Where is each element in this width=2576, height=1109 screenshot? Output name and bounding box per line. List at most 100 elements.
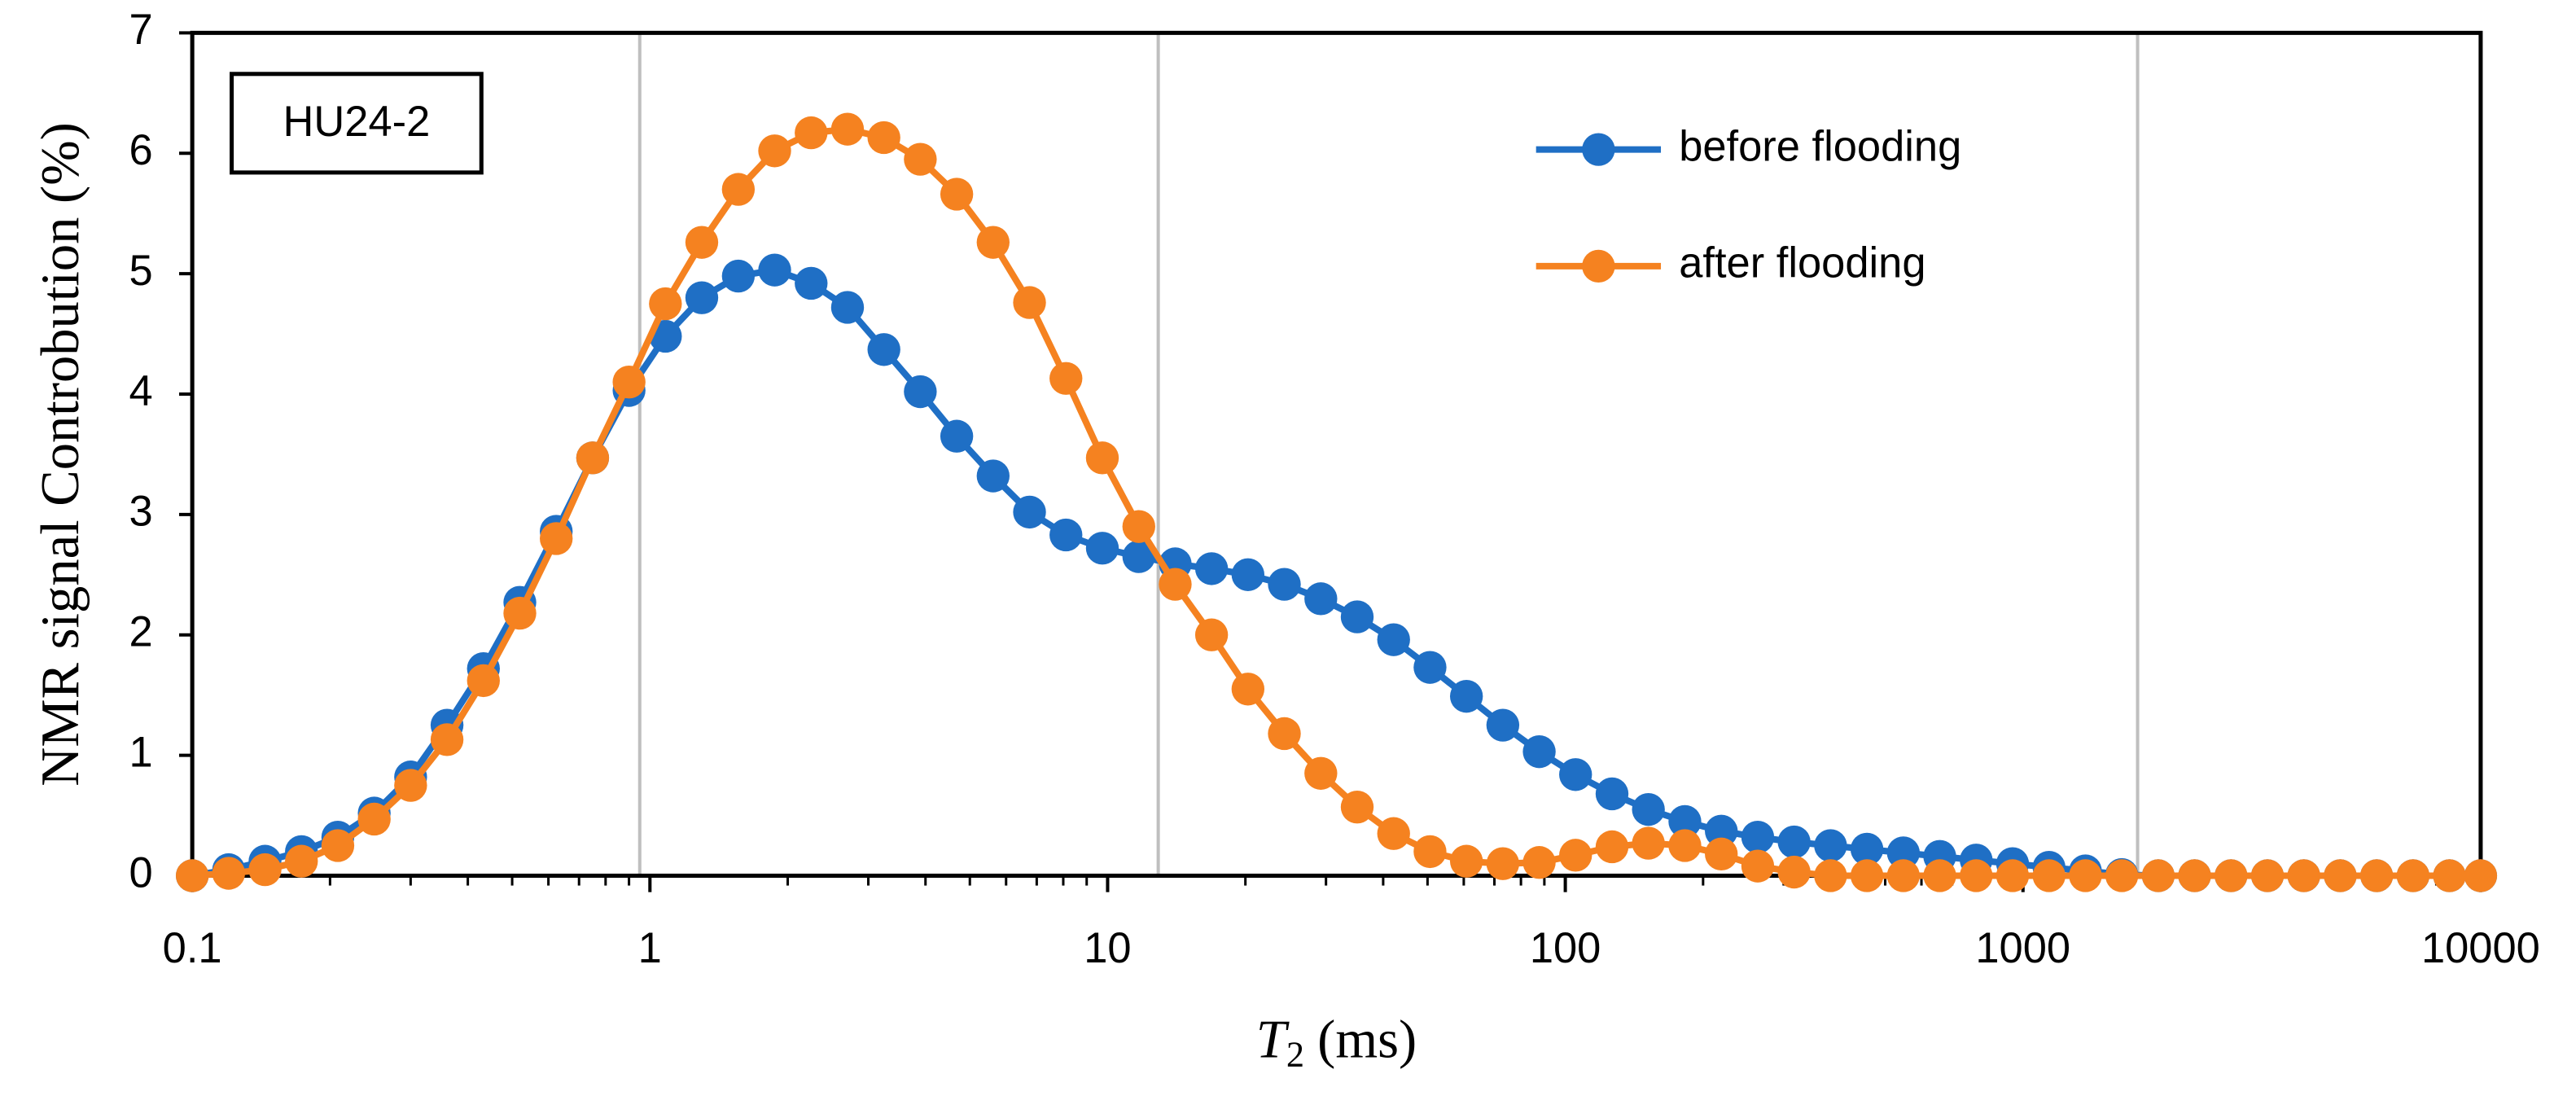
data-point [1595, 777, 1629, 811]
data-point [1413, 835, 1447, 869]
data-point [685, 281, 719, 314]
data-point [1522, 734, 1556, 769]
data-point [1595, 830, 1629, 864]
x-tick-label: 0.1 [163, 925, 222, 972]
y-tick-label: 2 [129, 609, 153, 656]
data-point [1632, 792, 1665, 826]
y-tick-label: 7 [129, 7, 153, 54]
data-point [1814, 829, 1847, 862]
data-point [649, 287, 682, 321]
data-point [2141, 859, 2175, 892]
plot-frame [190, 30, 2483, 878]
data-point [1304, 582, 1338, 616]
data-point [795, 266, 828, 300]
data-point [976, 459, 1010, 493]
data-point [357, 802, 391, 836]
data-point [576, 441, 610, 475]
legend-label: after flooding [1679, 240, 1925, 287]
y-tick-label: 3 [129, 489, 153, 536]
data-point [212, 857, 246, 890]
data-point [2215, 859, 2248, 892]
data-point [1122, 540, 1155, 573]
data-point [1049, 518, 1083, 552]
data-point [1522, 846, 1556, 879]
data-point [1013, 495, 1046, 529]
data-point [1850, 832, 1884, 866]
data-point [795, 116, 828, 150]
data-point [2433, 859, 2466, 892]
data-point [830, 112, 865, 146]
data-point [612, 366, 646, 399]
data-point [1013, 286, 1046, 319]
x-axis-label: T2 (ms) [1256, 1010, 1417, 1075]
data-point [248, 853, 282, 887]
legend-marker [1582, 249, 1615, 283]
data-point [830, 291, 865, 324]
x-tick-label: 10000 [2421, 925, 2540, 972]
data-point [1814, 859, 1847, 892]
legend-marker [1582, 133, 1615, 166]
data-point [1705, 814, 1738, 848]
data-point [1741, 820, 1775, 854]
data-point [758, 134, 791, 168]
data-point [1159, 568, 1192, 601]
data-point [867, 121, 900, 155]
data-point [1449, 679, 1483, 713]
data-point [2069, 859, 2102, 892]
data-point [1486, 708, 1520, 742]
data-point [1632, 826, 1665, 860]
data-point [503, 596, 537, 630]
data-point [1340, 600, 1374, 633]
data-point [1960, 859, 1993, 892]
data-point [1741, 849, 1775, 883]
x-tick-label: 1 [638, 925, 662, 972]
data-point [1668, 804, 1702, 839]
legend-label: before flooding [1679, 123, 1961, 170]
data-point [2396, 859, 2430, 892]
x-tick-label: 10 [1084, 925, 1131, 972]
data-point [1996, 859, 2030, 892]
label-box-text: HU24-2 [283, 99, 431, 146]
data-point [2250, 859, 2285, 892]
data-point [2105, 859, 2139, 892]
data-point [721, 173, 756, 206]
data-point [1122, 510, 1155, 543]
data-point [1486, 847, 1520, 880]
y-tick-label: 0 [129, 849, 153, 896]
data-point [175, 859, 209, 892]
data-point [1231, 558, 1265, 591]
data-point [2359, 859, 2394, 892]
data-point [1559, 839, 1592, 872]
data-point [1886, 836, 1920, 870]
x-tick-label: 1000 [1975, 925, 2070, 972]
data-point [1668, 829, 1702, 862]
y-axis-label: NMR signal Controbution (%) [31, 122, 90, 787]
data-point [1340, 791, 1374, 824]
data-point [1085, 532, 1119, 565]
data-point [430, 723, 464, 756]
data-point [2032, 859, 2066, 892]
data-point [904, 142, 937, 176]
label-box [230, 72, 484, 175]
data-point [540, 522, 573, 555]
data-point [1850, 859, 1884, 892]
y-tick-label: 6 [129, 127, 153, 174]
x-label-symbol: T [1256, 1010, 1290, 1070]
y-tick-label: 1 [129, 729, 153, 776]
data-point [976, 226, 1010, 259]
data-point [1194, 618, 1229, 651]
data-point [285, 844, 318, 878]
x-label-subscript: 2 [1286, 1034, 1304, 1075]
data-point [321, 829, 355, 862]
x-tick-label: 100 [1530, 925, 1601, 972]
data-point [1923, 859, 1956, 892]
data-point [1194, 552, 1229, 585]
data-point [1231, 673, 1265, 706]
x-label-unit: (ms) [1317, 1010, 1417, 1070]
data-point [467, 664, 500, 698]
data-point [1777, 855, 1811, 889]
data-point [1304, 756, 1338, 790]
data-point [685, 226, 719, 259]
data-point [1268, 568, 1301, 601]
